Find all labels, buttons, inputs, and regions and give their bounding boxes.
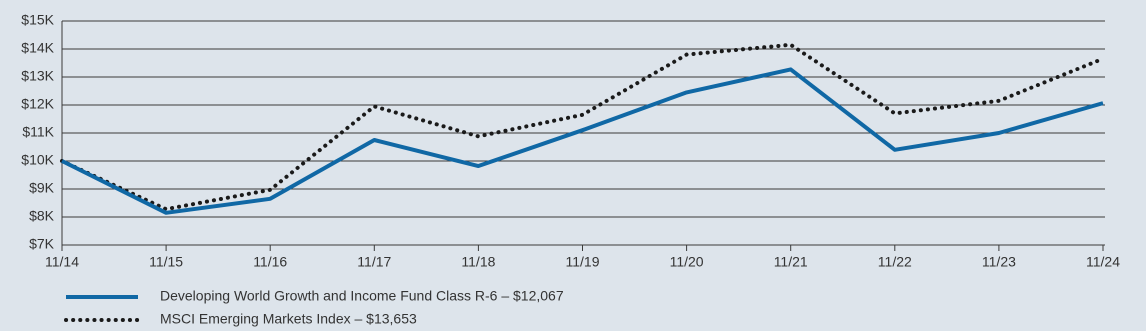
x-tick-label: 11/18 xyxy=(461,254,495,270)
legend-label: MSCI Emerging Markets Index – $13,653 xyxy=(160,311,417,327)
series-line xyxy=(61,67,1104,215)
x-tick-label: 11/23 xyxy=(982,254,1016,270)
legend-label: Developing World Growth and Income Fund … xyxy=(160,288,564,304)
y-tick-label: $13K xyxy=(21,68,54,84)
x-tick-label: 11/17 xyxy=(357,254,391,270)
x-tick-label: 11/22 xyxy=(878,254,912,270)
x-tick-label: 11/20 xyxy=(670,254,704,270)
y-tick-label: $12K xyxy=(21,96,54,112)
x-tick-label: 11/24 xyxy=(1086,254,1120,270)
y-tick-label: $10K xyxy=(21,152,54,168)
y-tick-label: $15K xyxy=(21,12,54,28)
x-tick-label: 11/19 xyxy=(566,254,600,270)
x-tick-label: 11/21 xyxy=(774,254,808,270)
y-tick-label: $9K xyxy=(29,180,55,196)
y-tick-label: $14K xyxy=(21,40,54,56)
x-tick-label: 11/16 xyxy=(253,254,287,270)
y-tick-label: $7K xyxy=(29,236,55,252)
y-tick-label: $8K xyxy=(29,208,55,224)
series-line xyxy=(60,42,1105,212)
y-tick-label: $11K xyxy=(22,124,54,140)
x-tick-label: 11/15 xyxy=(149,254,183,270)
x-tick-label: 11/14 xyxy=(45,254,79,270)
